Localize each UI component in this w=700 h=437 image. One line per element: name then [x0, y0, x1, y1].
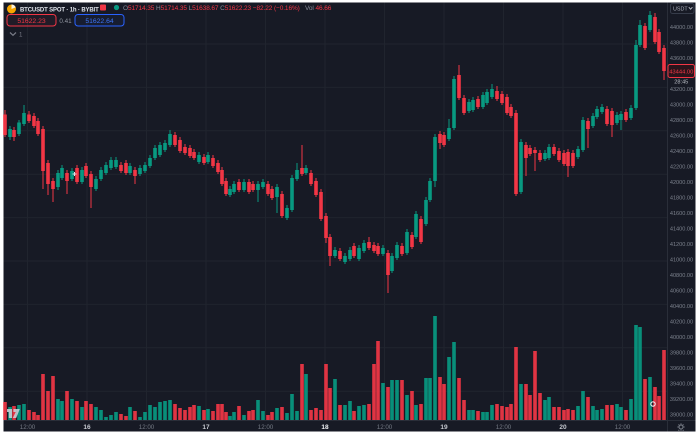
svg-text:42200.00: 42200.00: [670, 165, 693, 171]
svg-text:12:00: 12:00: [139, 424, 155, 431]
svg-text:41800.00: 41800.00: [670, 196, 693, 202]
svg-text:40000.00: 40000.00: [670, 335, 693, 341]
svg-text:43444.00: 43444.00: [669, 70, 693, 76]
svg-text:41400.00: 41400.00: [670, 227, 693, 233]
svg-text:39400.00: 39400.00: [670, 382, 693, 388]
svg-text:39600.00: 39600.00: [670, 366, 693, 372]
svg-text:1: 1: [19, 32, 23, 39]
svg-text:43000.00: 43000.00: [670, 103, 693, 109]
svg-text:28:45: 28:45: [674, 80, 688, 86]
svg-text:40800.00: 40800.00: [670, 273, 693, 279]
svg-text:40200.00: 40200.00: [670, 320, 693, 326]
svg-text:43800.00: 43800.00: [670, 41, 693, 47]
svg-text:42600.00: 42600.00: [670, 134, 693, 140]
svg-text:41000.00: 41000.00: [670, 258, 693, 264]
svg-text:39800.00: 39800.00: [670, 351, 693, 357]
svg-text:51622.23: 51622.23: [17, 18, 46, 25]
svg-text:USDT: USDT: [673, 7, 688, 13]
svg-text:43600.00: 43600.00: [670, 56, 693, 62]
svg-text:12:00: 12:00: [615, 424, 631, 431]
svg-text:Vol 46.66: Vol 46.66: [305, 5, 332, 12]
svg-text:41600.00: 41600.00: [670, 211, 693, 217]
svg-text:18: 18: [321, 424, 329, 431]
svg-text:44000.00: 44000.00: [670, 25, 693, 31]
svg-text:BTCUSDT SPOT · 1h · BYBIT: BTCUSDT SPOT · 1h · BYBIT: [20, 8, 99, 14]
svg-text:51622.64: 51622.64: [85, 18, 114, 25]
svg-text:12:00: 12:00: [377, 424, 393, 431]
svg-text:39200.00: 39200.00: [670, 397, 693, 403]
svg-text:0.41: 0.41: [59, 18, 72, 25]
svg-text:17: 17: [202, 424, 210, 431]
svg-text:16: 16: [83, 424, 91, 431]
svg-text:12:00: 12:00: [20, 424, 36, 431]
svg-text:40400.00: 40400.00: [670, 304, 693, 310]
svg-text:42000.00: 42000.00: [670, 180, 693, 186]
svg-text:O51714.35 H51714.35 L51638.67: O51714.35 H51714.35 L51638.67 C51622.23 …: [123, 5, 300, 12]
svg-text:43200.00: 43200.00: [670, 87, 693, 93]
svg-text:39000.00: 39000.00: [670, 413, 693, 419]
svg-text:20: 20: [559, 424, 567, 431]
svg-text:12:00: 12:00: [496, 424, 512, 431]
svg-text:12:00: 12:00: [258, 424, 274, 431]
svg-text:42800.00: 42800.00: [670, 118, 693, 124]
svg-text:41200.00: 41200.00: [670, 242, 693, 248]
svg-text:19: 19: [440, 424, 448, 431]
svg-text:42400.00: 42400.00: [670, 149, 693, 155]
svg-text:40600.00: 40600.00: [670, 289, 693, 295]
